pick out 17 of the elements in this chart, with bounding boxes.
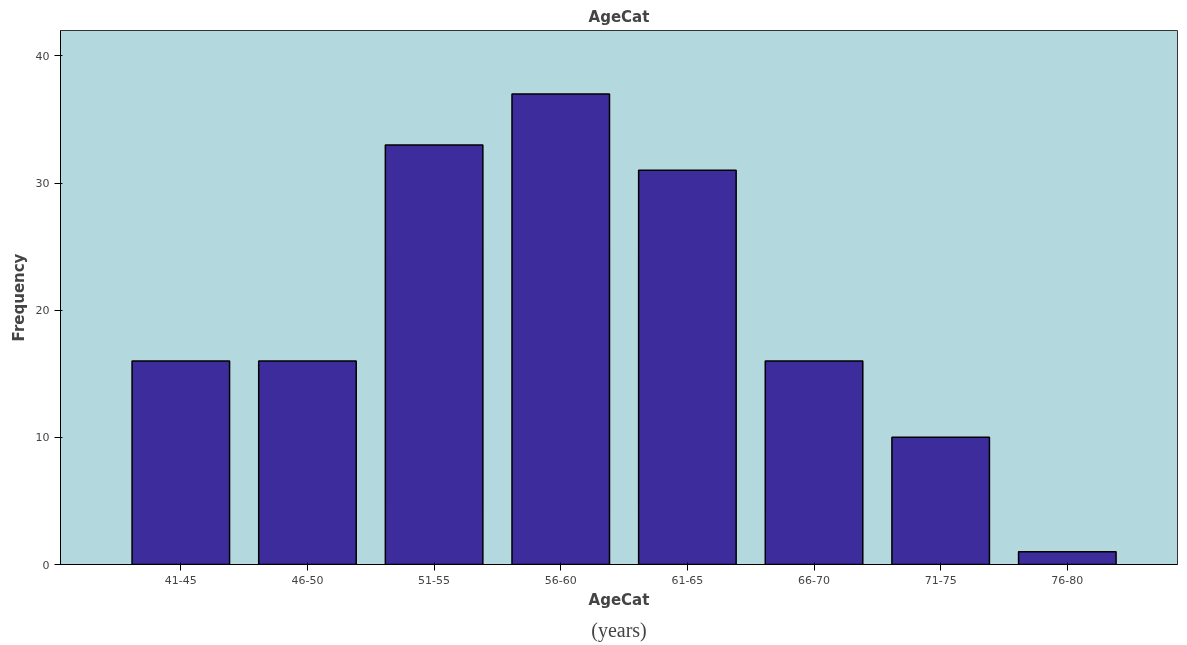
chart-title: AgeCat — [588, 7, 650, 26]
text: (years) — [591, 618, 647, 642]
x-tick-label: 66-70 — [798, 573, 831, 587]
x-tick-label: 71-75 — [924, 573, 957, 587]
x-tick-label: 41-45 — [164, 573, 197, 587]
x-tick-label: 61-65 — [671, 573, 704, 587]
x-tick-label: 46-50 — [291, 573, 324, 587]
x-axis-title: AgeCat — [588, 590, 650, 609]
y-tick-label: 0 — [42, 558, 50, 572]
x-tick-label: 56-60 — [544, 573, 577, 587]
y-tick-label: 10 — [35, 431, 50, 445]
x-tick-label: 76-80 — [1051, 573, 1084, 587]
y-tick-label: 20 — [35, 304, 50, 318]
x-tick-label: 51-55 — [418, 573, 451, 587]
y-axis-title: Frequency — [9, 253, 28, 342]
y-tick-label: 30 — [35, 177, 50, 191]
y-tick-label: 40 — [35, 49, 50, 63]
